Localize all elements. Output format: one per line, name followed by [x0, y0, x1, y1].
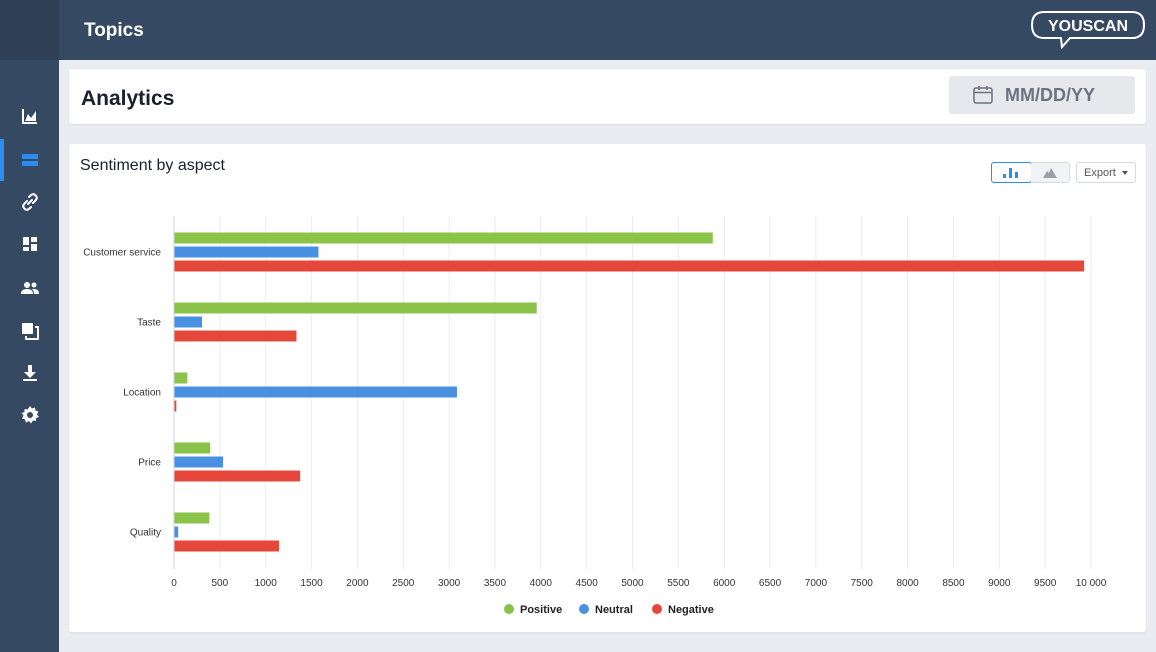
area-chart-button[interactable]: [1030, 163, 1069, 182]
export-label: Export: [1084, 166, 1116, 179]
mountain-chart-icon: [1042, 167, 1057, 178]
youscan-logo[interactable]: YOUSCAN: [1030, 9, 1146, 53]
x-tick-label: 8000: [896, 578, 919, 589]
y-category-label: Customer service: [83, 248, 161, 259]
sidebar: [0, 60, 59, 652]
copy-icon: [21, 323, 39, 340]
sidebar-item-links[interactable]: [0, 181, 59, 223]
date-picker-button[interactable]: MM/DD/YY: [949, 76, 1135, 114]
people-icon: [20, 282, 39, 294]
bar-neutral: [174, 316, 203, 328]
sidebar-item-download[interactable]: [0, 352, 59, 394]
legend-label: Positive: [520, 604, 562, 616]
download-icon: [22, 365, 37, 381]
x-tick-label: 3000: [438, 578, 461, 589]
x-tick-label: 5000: [621, 578, 644, 589]
x-tick-label: 1500: [300, 578, 323, 589]
y-category-label: Price: [138, 458, 161, 469]
bar-negative: [174, 260, 1085, 272]
bar-negative: [174, 540, 280, 552]
sidebar-item-dashboard[interactable]: [0, 223, 59, 265]
dashboard-icon: [22, 237, 37, 251]
chart-area-icon: [21, 109, 37, 124]
logo-text: YOUSCAN: [1048, 18, 1128, 35]
sidebar-item-topics[interactable]: [0, 139, 59, 181]
x-tick-label: 7500: [851, 578, 874, 589]
bar-positive: [174, 512, 210, 524]
x-tick-label: 6000: [713, 578, 736, 589]
x-tick-label: 500: [212, 578, 229, 589]
y-category-label: Location: [123, 388, 161, 399]
calendar-icon: [973, 86, 993, 104]
chart-title: Sentiment by aspect: [80, 157, 225, 174]
legend-marker: [652, 604, 662, 614]
legend-marker: [504, 604, 514, 614]
sidebar-item-copy[interactable]: [0, 310, 59, 352]
x-tick-label: 2500: [392, 578, 415, 589]
y-category-label: Quality: [130, 528, 161, 539]
x-tick-label: 6500: [759, 578, 782, 589]
bar-neutral: [174, 246, 319, 258]
bar-positive: [174, 302, 537, 314]
bar-neutral: [174, 526, 179, 538]
topics-icon: [21, 154, 38, 166]
x-tick-label: 3500: [484, 578, 507, 589]
analytics-title: Analytics: [81, 87, 175, 110]
bar-neutral: [174, 456, 224, 468]
x-tick-label: 1000: [255, 578, 278, 589]
sentiment-bar-chart: 0 500 1000 1500 2000 2500 3000 3500 4000 4500 5000…: [83, 216, 1107, 616]
x-tick-label: 9000: [988, 578, 1011, 589]
sidebar-item-people[interactable]: [0, 267, 59, 309]
x-tick-label: 10 000: [1076, 578, 1107, 589]
top-bar: Topics YOUSCAN: [0, 0, 1156, 60]
bar-positive: [174, 442, 211, 454]
bar-positive: [174, 232, 713, 244]
gear-icon: [21, 406, 39, 424]
x-tick-label: 9500: [1034, 578, 1057, 589]
top-left-corner: [0, 0, 59, 60]
x-tick-label: 8500: [942, 578, 965, 589]
caret-down-icon: [1121, 170, 1128, 175]
bar-negative: [174, 330, 297, 342]
bar-positive: [174, 372, 188, 384]
bar-negative: [174, 470, 301, 482]
x-tick-label: 2000: [346, 578, 369, 589]
sidebar-item-analytics[interactable]: [0, 95, 59, 137]
export-dropdown[interactable]: Export: [1076, 162, 1136, 183]
legend-label: Neutral: [595, 604, 633, 616]
x-tick-label: 4000: [530, 578, 553, 589]
x-tick-label: 0: [171, 578, 177, 589]
page-title: Topics: [84, 20, 144, 41]
analytics-header: Analytics MM/DD/YY: [69, 69, 1146, 124]
bar-chart-icon: [1003, 167, 1019, 178]
y-category-label: Taste: [137, 318, 161, 329]
x-tick-label: 4500: [576, 578, 599, 589]
legend-label: Negative: [668, 604, 714, 616]
x-tick-label: 5500: [667, 578, 690, 589]
bar-negative: [174, 400, 177, 412]
bar-neutral: [174, 386, 457, 398]
sidebar-item-settings[interactable]: [0, 394, 59, 436]
x-tick-label: 7000: [805, 578, 828, 589]
legend-marker: [579, 604, 589, 614]
link-icon: [21, 193, 38, 211]
date-placeholder: MM/DD/YY: [1005, 84, 1095, 105]
chart-type-toggle: [991, 162, 1070, 183]
